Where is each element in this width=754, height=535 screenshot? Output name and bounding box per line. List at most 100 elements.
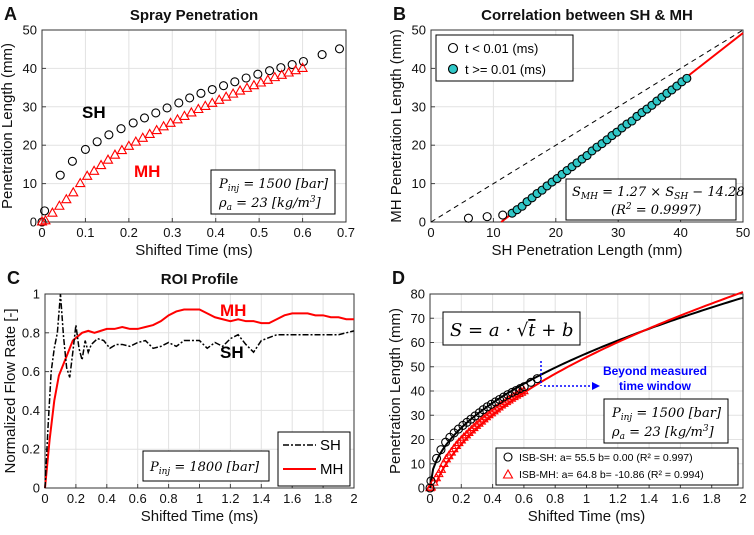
text-span: + [535,320,562,341]
x-axis-label: Shifted Time (ms) [528,508,646,525]
mh-marker [283,66,295,77]
text-span: bar [301,177,324,192]
mh-marker [269,71,281,82]
legend-label-sh: ISB-SH: a= 55.5 b= 0.00 (R² = 0.997) [519,452,693,464]
x-tick-label: 0.4 [207,225,225,240]
sh-marker [503,390,513,400]
text-span: kg/m [670,425,703,440]
axes-frame [430,29,744,223]
window-arrow-head [592,382,600,390]
text-span: = 23 [ [625,425,671,440]
sh-marker [128,118,138,128]
sh-marker [432,453,442,463]
mh-marker [40,214,51,225]
text-span: a [620,432,625,442]
y-tick-label: 20 [411,432,425,447]
text-span: 3 [703,424,709,434]
text-span: ] [253,460,260,475]
x-tick-label: 0 [41,491,48,506]
x-tick-label: 0.6 [294,225,312,240]
panel-d: 0 0.2 0.4 0.6 0.8 1 1.2 1.4 1.6 1.8 20102030405060… [387,268,747,525]
condition-pinj: Pinj = 1500 [bar] [218,177,329,194]
sh-marker [253,69,263,79]
x-tick-label: 1.4 [252,491,270,506]
mh-marker [438,458,449,468]
sh-marker [265,66,275,76]
text-span: t [528,320,536,341]
y-tick-label: 20 [23,138,37,153]
condition-pinj: Pinj = 1800 [bar] [149,460,260,477]
beyond-annotation-2: time window [619,379,692,393]
sh-marker [519,382,529,392]
sh-marker [515,384,525,394]
y-tick-label: 30 [23,99,37,114]
mh-marker [290,64,302,75]
x-axis-label: Shifted Time (ms) [141,508,259,525]
x-tick-label: 0.8 [546,491,564,506]
sh-marker [218,81,229,91]
x-tick-label: 2 [350,491,357,506]
sh-marker [425,483,435,493]
mh-marker [476,415,487,425]
y-tick-label: 10 [412,176,426,191]
sh-marker [207,84,217,95]
panel-label: D [392,268,405,288]
x-tick-label: 0 [426,491,433,506]
y-tick-label: 50 [412,23,426,38]
x-tick-label: 0.5 [250,225,268,240]
legend-label-mh: ISB-MH: a= 64.8 b= -10.86 (R² = 0.994) [519,469,704,481]
text-span: · √ [500,320,529,341]
mh-marker [453,437,464,447]
chart-title: Correlation between SH & MH [481,7,693,24]
text-span: bar [232,460,255,475]
x-axis-label: Shifted Time (ms) [135,242,253,259]
text-span: S [665,185,674,200]
panel-b: 0 10 20 30 40 50 0 10 20 30 40 50 SH Penetration Len… [388,4,750,259]
text-span: SH [674,192,688,202]
x-tick-label: 30 [611,225,625,240]
y-tick-label: 1 [33,287,40,302]
x-tick-label: 0.4 [484,491,502,506]
x-tick-label: 0.2 [67,491,85,506]
legend-box [495,447,739,486]
chart-title: ROI Profile [161,271,239,288]
mh-marker [473,417,484,427]
mh-marker [102,154,114,164]
condition-box [142,450,270,482]
x-tick-label: 0.2 [452,491,470,506]
legend-marker-sh [503,452,513,462]
x-tick-label: 0.3 [163,225,181,240]
x-tick-label: 1.8 [703,491,721,506]
identity-line [430,29,744,223]
legend-marker-mh [502,468,514,479]
mh-marker [60,193,72,204]
sh-marker [230,77,240,87]
x-tick-label: 1.8 [314,491,332,506]
mh-marker [95,159,107,170]
equation-box [442,311,581,346]
mh-marker [262,74,274,84]
x-tick-label: 0.4 [98,491,116,506]
legend-marker-late [447,63,459,75]
mh-marker [276,69,288,79]
x-tick-label: 50 [736,225,750,240]
sh-marker [116,124,126,134]
mh-marker [433,468,444,478]
panel-a: 0 0.1 0.2 0.3 0.4 0.5 0.6 0.7 0 10 20 30 40 50 Shifted… [0,4,355,259]
x-tick-label: 0.6 [129,491,147,506]
sh-marker [80,144,90,154]
text-span: bar [694,406,717,421]
text-span: b [562,320,574,341]
legend-label-sh: SH [320,437,341,454]
text-span: 2 [625,202,632,212]
x-axis-label: SH Penetration Length (mm) [492,242,683,259]
legend-label-late: t >= 0.01 (ms) [465,62,546,77]
early-point [498,210,508,220]
condition-pinj: Pinj = 1500 [bar] [611,406,722,423]
text-span: inj [159,467,171,477]
sh-marker [151,108,161,118]
text-span: − 14.28 [688,185,744,200]
x-tick-label: 1.2 [221,491,239,506]
model-equation: S = a · √t + b [450,320,574,341]
